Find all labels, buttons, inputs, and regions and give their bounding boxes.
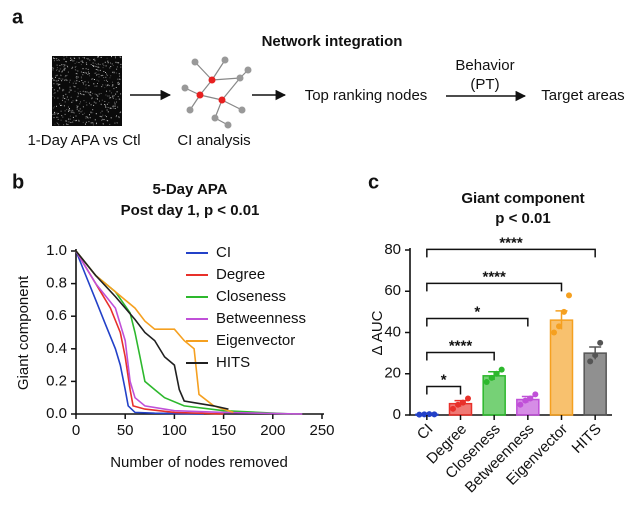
panel-title: Network integration (262, 33, 403, 50)
x-axis-label: Number of nodes removed (110, 454, 288, 471)
matrix-image (52, 56, 122, 126)
chart-title: 5-Day APA (152, 181, 227, 198)
data-point (522, 397, 529, 404)
chart-title: Giant component (461, 190, 584, 207)
series-line (75, 250, 229, 410)
significance-bracket (426, 317, 529, 327)
data-point (592, 352, 599, 359)
significance-label: **** (499, 234, 523, 251)
x-tick-label: 100 (162, 422, 187, 439)
y-tick-label: 1.0 (46, 242, 67, 259)
series-line (75, 250, 303, 415)
significance-label: * (441, 371, 447, 388)
data-point (532, 391, 539, 398)
y-tick-label: 0.6 (46, 307, 67, 324)
arrow-label: Behavior (455, 57, 514, 74)
legend-label: HITS (216, 354, 250, 371)
chart-subtitle: p < 0.01 (495, 210, 550, 227)
significance-bracket (426, 248, 596, 258)
network-icon (181, 56, 252, 129)
significance-label: **** (449, 337, 473, 354)
panel-letter: c (368, 171, 379, 193)
x-tick-label: HITS (569, 421, 605, 457)
data-point (460, 399, 466, 406)
panel-a: a Network integration Top ranking nodes … (12, 6, 625, 149)
data-point (498, 366, 505, 373)
data-point (561, 308, 567, 315)
data-point (455, 401, 461, 408)
y-tick-label: 0.0 (46, 405, 67, 422)
chart-subtitle: Post day 1, p < 0.01 (121, 202, 260, 219)
data-point (426, 411, 433, 418)
y-tick-label: 0.2 (46, 372, 67, 389)
significance-label: * (474, 303, 480, 320)
y-tick-label: 80 (384, 241, 401, 258)
x-tick-label: 0 (72, 422, 80, 439)
panel-letter: a (12, 6, 24, 28)
image-label: 1-Day APA vs Ctl (27, 132, 140, 149)
arrow-label: (PT) (470, 76, 499, 93)
y-tick-label: 0.4 (46, 340, 67, 357)
y-axis-label: Δ AUC (369, 310, 386, 355)
data-point (488, 374, 495, 381)
y-tick-label: 20 (384, 365, 401, 382)
data-point (556, 323, 562, 330)
data-point (597, 339, 604, 346)
panel-letter: b (12, 171, 24, 193)
series-line (75, 250, 224, 415)
data-point (517, 401, 524, 408)
target-label: Target areas (541, 87, 624, 104)
significance-bracket (426, 351, 495, 361)
series-line (75, 250, 234, 414)
data-point (527, 395, 534, 402)
legend-label: Degree (216, 266, 265, 283)
legend-label: Closeness (216, 288, 286, 305)
x-tick-label: 150 (211, 422, 236, 439)
data-point (421, 411, 428, 418)
data-point (416, 411, 423, 418)
significance-label: **** (482, 268, 506, 285)
y-axis-label: Giant component (15, 275, 32, 390)
data-point (551, 329, 557, 336)
step-label: Top ranking nodes (305, 87, 428, 104)
significance-bracket (426, 385, 462, 395)
legend-label: Betweenness (216, 310, 306, 327)
data-point (431, 411, 438, 418)
data-point (493, 370, 500, 377)
data-point (566, 292, 572, 299)
y-tick-label: 0.8 (46, 275, 67, 292)
data-point (483, 379, 490, 385)
x-tick-label: 200 (260, 422, 285, 439)
network-label: CI analysis (177, 132, 250, 149)
data-point (587, 358, 594, 365)
axis (409, 248, 612, 416)
y-tick-label: 60 (384, 282, 401, 299)
significance-bracket (426, 282, 563, 292)
data-point (465, 395, 471, 402)
y-tick-label: 0 (393, 406, 401, 423)
x-tick-label: 250 (309, 422, 334, 439)
y-tick-label: 40 (384, 323, 401, 340)
legend-label: Eigenvector (216, 332, 295, 349)
legend-label: CI (216, 244, 231, 261)
x-tick-label: 50 (117, 422, 134, 439)
data-point (450, 405, 456, 412)
series-line (75, 250, 204, 415)
x-tick-label: CI (414, 421, 437, 444)
